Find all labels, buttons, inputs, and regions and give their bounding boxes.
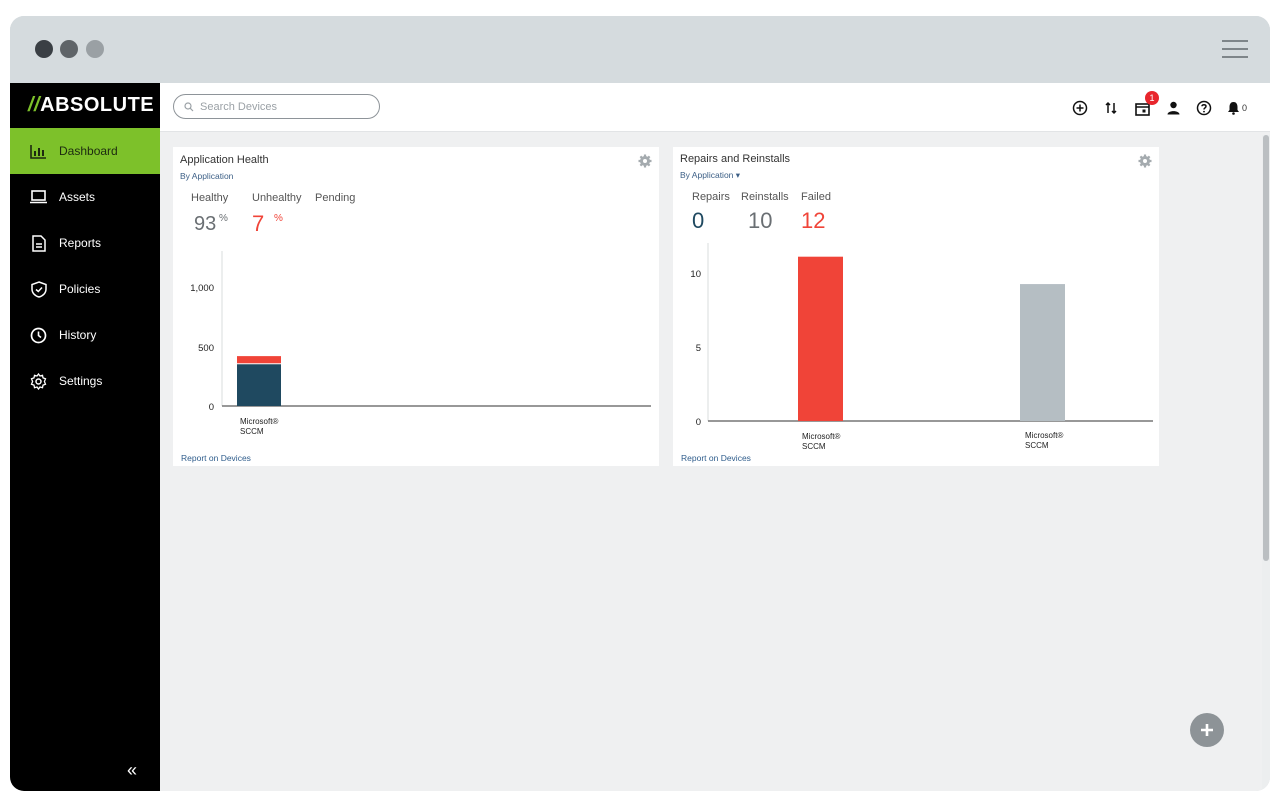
repairs-value: 0 bbox=[692, 208, 705, 233]
shield-icon bbox=[30, 280, 47, 298]
application-health-chart: 0 500 1,000 Microsoft® SCCM bbox=[190, 251, 651, 436]
close-window-button[interactable] bbox=[35, 40, 53, 58]
notification-badge: 1 bbox=[1145, 91, 1159, 105]
x-tick-label: Microsoft® SCCM bbox=[1025, 431, 1063, 450]
bar-unhealthy[interactable] bbox=[237, 356, 281, 364]
browser-frame: //ABSOLUTE Dashboard Assets bbox=[10, 16, 1270, 791]
minimize-window-button[interactable] bbox=[60, 40, 78, 58]
bar-healthy[interactable] bbox=[237, 364, 281, 406]
sidebar-item-label: Reports bbox=[59, 236, 102, 250]
gear-icon bbox=[30, 372, 47, 390]
y-tick: 5 bbox=[696, 343, 701, 354]
card-subtitle[interactable]: By Application bbox=[180, 171, 234, 181]
add-circle-icon[interactable] bbox=[1069, 97, 1091, 119]
help-icon[interactable] bbox=[1193, 97, 1215, 119]
card-title: Repairs and Reinstalls bbox=[680, 153, 791, 165]
healthy-value: 93 bbox=[194, 213, 217, 235]
x-tick-label: Microsoft® SCCM bbox=[240, 417, 278, 436]
user-icon[interactable] bbox=[1162, 97, 1184, 119]
sidebar-nav: Dashboard Assets Reports bbox=[10, 128, 160, 404]
laptop-icon bbox=[30, 189, 47, 206]
sidebar: //ABSOLUTE Dashboard Assets bbox=[10, 83, 160, 791]
logo: //ABSOLUTE bbox=[28, 94, 155, 116]
sidebar-item-label: History bbox=[59, 328, 97, 342]
sidebar-item-history[interactable]: History bbox=[10, 312, 160, 358]
sidebar-item-dashboard[interactable]: Dashboard bbox=[10, 128, 160, 174]
bell-count: 0 bbox=[1241, 103, 1247, 113]
sidebar-item-assets[interactable]: Assets bbox=[10, 174, 160, 220]
transfer-arrows-icon[interactable] bbox=[1100, 97, 1122, 119]
top-bar-actions: 1 0 bbox=[1060, 91, 1250, 119]
bell-icon[interactable]: 0 bbox=[1224, 97, 1250, 119]
plus-icon bbox=[1201, 724, 1213, 736]
top-bar: 1 0 bbox=[160, 83, 1270, 132]
y-tick: 0 bbox=[696, 417, 701, 428]
report-on-devices-link[interactable]: Report on Devices bbox=[181, 453, 251, 463]
card-settings-gear-icon[interactable] bbox=[1138, 154, 1152, 168]
repairs-chart: 0 5 10 Microsoft® SCCM Microsoft® SCCM bbox=[690, 243, 1153, 451]
calendar-icon[interactable]: 1 bbox=[1131, 91, 1159, 119]
hamburger-icon[interactable] bbox=[1222, 38, 1248, 60]
healthy-unit: % bbox=[219, 213, 228, 224]
x-tick-label: Microsoft® SCCM bbox=[802, 432, 840, 451]
window-chrome bbox=[10, 16, 1270, 83]
y-tick: 500 bbox=[198, 343, 214, 354]
search-input[interactable] bbox=[200, 100, 370, 113]
failed-value: 12 bbox=[801, 208, 826, 233]
pending-label: Pending bbox=[315, 192, 356, 204]
unhealthy-label: Unhealthy bbox=[252, 192, 302, 204]
clock-icon bbox=[30, 327, 47, 344]
document-icon bbox=[30, 234, 47, 252]
y-tick: 10 bbox=[690, 269, 701, 280]
sidebar-item-label: Policies bbox=[59, 282, 101, 296]
sidebar-item-label: Dashboard bbox=[59, 144, 118, 158]
unhealthy-value: 7 bbox=[252, 211, 265, 236]
repairs-label: Repairs bbox=[692, 191, 730, 203]
repairs-reinstalls-card: Repairs and Reinstalls By Application ▾ … bbox=[673, 147, 1159, 466]
by-application-dropdown[interactable]: By Application ▾ bbox=[680, 170, 741, 180]
bar-chart-icon bbox=[30, 143, 47, 160]
collapse-sidebar-button[interactable]: « bbox=[127, 760, 138, 780]
application-health-card: Application Health By Application Health… bbox=[173, 147, 659, 466]
bar-reinstalls[interactable] bbox=[1020, 284, 1065, 421]
y-tick: 0 bbox=[209, 402, 214, 413]
search-box[interactable] bbox=[173, 94, 380, 119]
maximize-window-button[interactable] bbox=[86, 40, 104, 58]
card-settings-gear-icon[interactable] bbox=[638, 154, 652, 168]
sidebar-item-settings[interactable]: Settings bbox=[10, 358, 160, 404]
failed-label: Failed bbox=[801, 191, 831, 203]
search-icon bbox=[184, 101, 194, 111]
sidebar-item-reports[interactable]: Reports bbox=[10, 220, 160, 266]
reinstalls-label: Reinstalls bbox=[741, 191, 789, 203]
scrollbar-thumb[interactable] bbox=[1263, 135, 1269, 561]
report-on-devices-link[interactable]: Report on Devices bbox=[681, 453, 751, 463]
sidebar-item-label: Assets bbox=[59, 190, 96, 204]
y-tick: 1,000 bbox=[190, 283, 214, 294]
dashboard-content: Application Health By Application Health… bbox=[160, 133, 1270, 791]
reinstalls-value: 10 bbox=[748, 208, 773, 233]
app: //ABSOLUTE Dashboard Assets bbox=[10, 83, 1270, 791]
sidebar-item-policies[interactable]: Policies bbox=[10, 266, 160, 312]
vertical-scrollbar[interactable] bbox=[1262, 135, 1270, 791]
card-title: Application Health bbox=[180, 154, 269, 166]
add-widget-button[interactable] bbox=[1190, 713, 1224, 747]
healthy-label: Healthy bbox=[191, 192, 229, 204]
bar-failed[interactable] bbox=[798, 256, 843, 421]
unhealthy-unit: % bbox=[274, 213, 283, 224]
sidebar-item-label: Settings bbox=[59, 374, 103, 388]
